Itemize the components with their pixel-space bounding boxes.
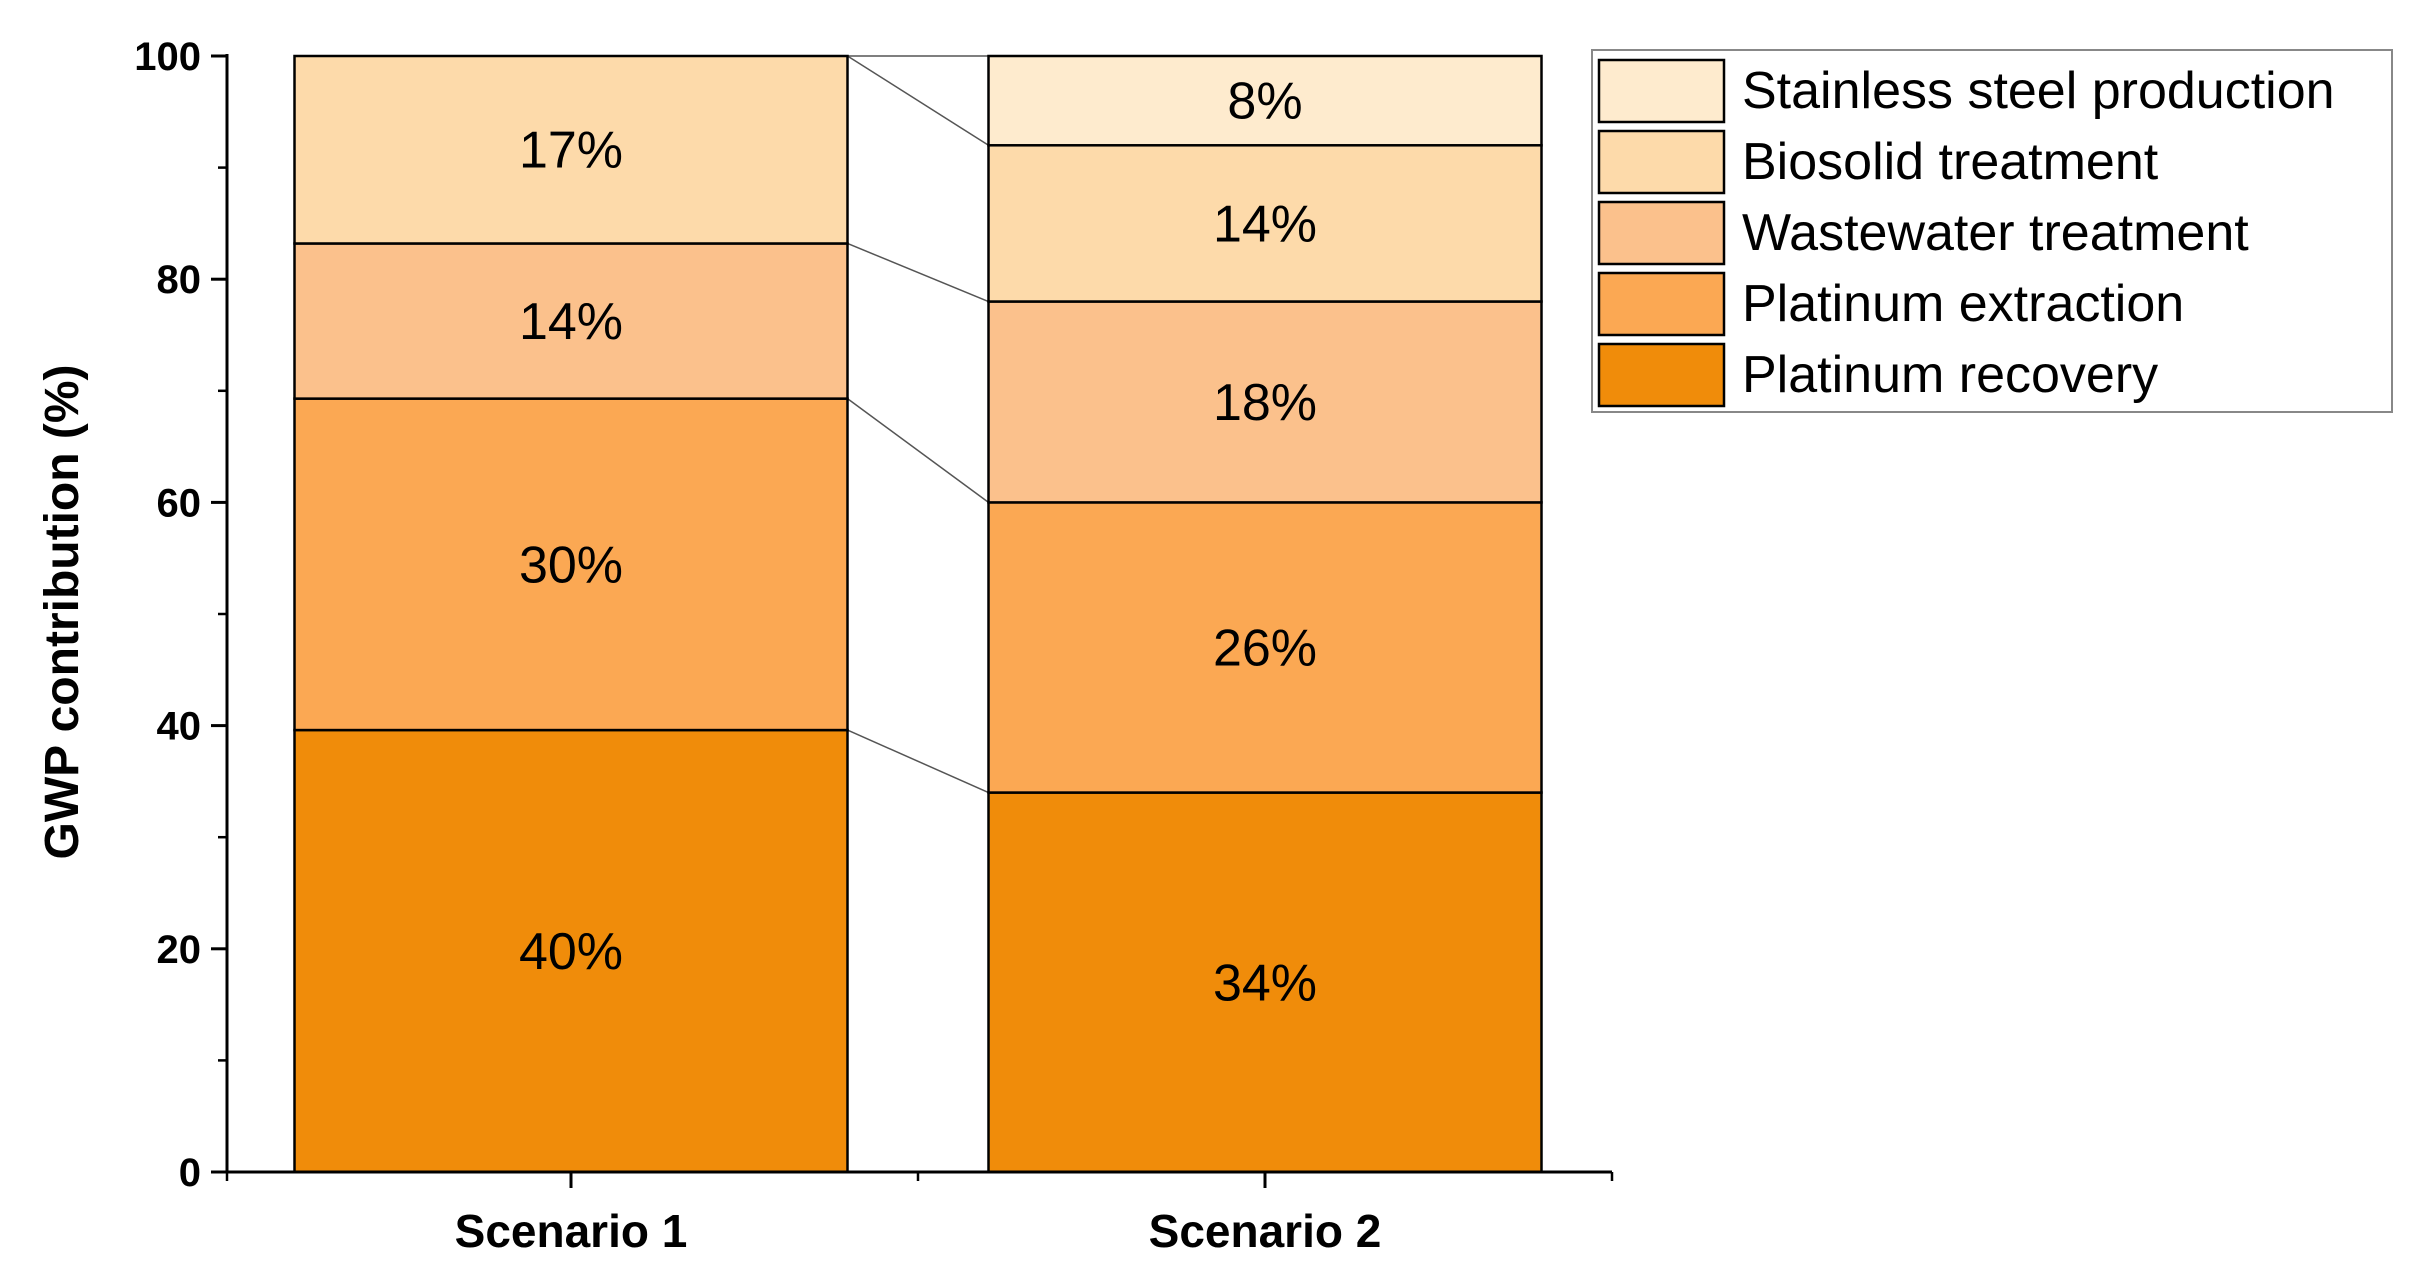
x-tick-label-scenario-2: Scenario 2	[1149, 1205, 1382, 1257]
x-tick-label-scenario-1: Scenario 1	[455, 1205, 688, 1257]
bar-scenario-2-biosolid-treatment	[987, 144, 1543, 303]
connector-wastewater-treatment	[847, 242, 989, 303]
data-label-scenario-2-platinum-extraction: 26%	[1213, 619, 1317, 677]
legend-frame	[1591, 49, 2393, 413]
y-tick-label-40: 40	[157, 705, 202, 749]
data-label-scenario-1-platinum-extraction: 30%	[519, 536, 623, 594]
legend-label-platinum-recovery: Platinum recovery	[1742, 346, 2158, 404]
legend-label-stainless-steel-production: Stainless steel production	[1742, 62, 2335, 120]
data-label-scenario-2-biosolid-treatment: 14%	[1213, 195, 1317, 253]
legend-swatch-wastewater-treatment	[1597, 200, 1726, 266]
y-axis-label: GWP contribution (%)	[36, 364, 89, 859]
legend: Stainless steel production Biosolid treat…	[1591, 49, 2393, 413]
bar-scenario-2-stainless-steel-production	[987, 54, 1543, 147]
data-label-scenario-2-platinum-recovery: 34%	[1213, 954, 1317, 1012]
bar-scenario-2-platinum-recovery	[987, 791, 1543, 1174]
legend-label-biosolid-treatment: Biosolid treatment	[1742, 133, 2159, 191]
legend-label-wastewater-treatment: Wastewater treatment	[1742, 204, 2249, 262]
data-label-scenario-1-biosolid-treatment: 17%	[519, 122, 623, 180]
data-label-scenario-1-platinum-recovery: 40%	[519, 923, 623, 981]
connector-platinum-extraction	[847, 398, 989, 504]
legend-swatch-biosolid-treatment	[1597, 129, 1726, 195]
y-tick-label-20: 20	[157, 928, 202, 972]
y-tick-label-80: 80	[157, 258, 202, 302]
data-label-scenario-2-stainless-steel-production: 8%	[1227, 73, 1302, 131]
data-label-scenario-1-wastewater-treatment: 14%	[519, 293, 623, 351]
connector-biosolid-treatment	[847, 55, 989, 146]
data-label-scenario-2-wastewater-treatment: 18%	[1213, 374, 1317, 432]
bar-scenario-1-biosolid-treatment	[293, 54, 849, 245]
legend-swatch-stainless-steel-production	[1597, 58, 1726, 124]
data-labels: 40% 30% 14% 17% 34% 26% 18% 14% 8%	[519, 73, 1317, 1013]
y-tick-label-0: 0	[179, 1151, 201, 1195]
bar-scenario-2-platinum-extraction	[987, 501, 1543, 794]
axes: 0 20 40 60 80 100 Scenario 1 Scenario 2	[134, 35, 1614, 1257]
bars	[293, 54, 1543, 1174]
legend-label-platinum-extraction: Platinum extraction	[1742, 275, 2184, 333]
connector-platinum-recovery	[847, 729, 989, 794]
bar-scenario-2-wastewater-treatment	[987, 300, 1543, 504]
legend-swatch-platinum-extraction	[1597, 271, 1726, 337]
bar-scenario-1-platinum-extraction	[293, 397, 849, 732]
bar-connectors	[847, 55, 989, 794]
y-tick-label-60: 60	[157, 481, 202, 525]
y-tick-label-100: 100	[134, 35, 201, 79]
legend-swatch-platinum-recovery	[1597, 342, 1726, 408]
